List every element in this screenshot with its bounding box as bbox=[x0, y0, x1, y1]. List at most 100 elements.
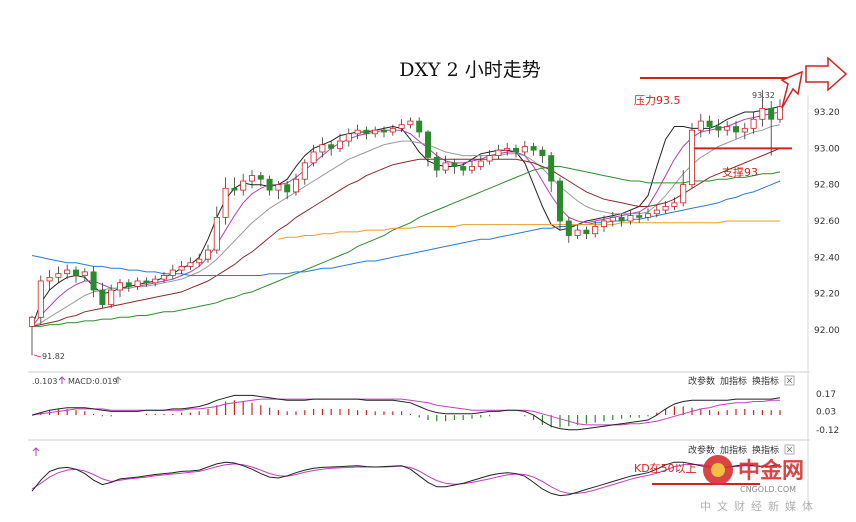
candlestick bbox=[724, 121, 731, 136]
kd-switch-indicator-button[interactable]: 换指标 bbox=[752, 444, 779, 456]
candlestick bbox=[548, 151, 555, 192]
macd-tick-label: 0.03 bbox=[816, 407, 836, 417]
candlestick bbox=[55, 266, 62, 283]
candlestick bbox=[292, 173, 299, 196]
candlestick bbox=[284, 181, 291, 200]
up-arrow-icon bbox=[32, 447, 40, 456]
candlestick bbox=[662, 201, 669, 214]
candlestick bbox=[618, 213, 625, 227]
watermark-brand: 中金网 bbox=[738, 458, 804, 484]
candlestick bbox=[125, 279, 132, 292]
candlestick bbox=[28, 315, 35, 356]
candlestick bbox=[108, 284, 115, 309]
macd-tick-label: -0.12 bbox=[816, 426, 839, 436]
up-arrow-icon bbox=[58, 376, 66, 384]
candlestick bbox=[345, 128, 352, 147]
price-tick-label: 92.20 bbox=[814, 290, 840, 300]
candlestick bbox=[160, 271, 167, 283]
cngold-logo-inner-icon bbox=[711, 463, 725, 477]
candlestick bbox=[583, 226, 590, 240]
macd-close-button[interactable] bbox=[784, 375, 795, 386]
kd-annotation: KD在50以上 bbox=[634, 462, 697, 475]
candlestick bbox=[248, 170, 255, 189]
candlestick bbox=[601, 215, 608, 232]
price-tick-label: 93.00 bbox=[814, 144, 840, 154]
candlestick bbox=[592, 221, 599, 238]
candlestick bbox=[363, 126, 370, 140]
watermark-tagline: 中文财经新媒体 bbox=[700, 499, 819, 513]
candlestick bbox=[117, 279, 124, 298]
candlestick bbox=[636, 211, 643, 223]
kd-edit-params-button[interactable]: 改参数 bbox=[688, 444, 715, 456]
candlestick bbox=[152, 275, 159, 287]
up-arrow-icon bbox=[114, 376, 122, 384]
candlestick bbox=[680, 170, 687, 207]
candlestick bbox=[609, 211, 616, 227]
candlestick bbox=[46, 270, 53, 291]
macd-switch-indicator-button[interactable]: 换指标 bbox=[752, 375, 779, 387]
resistance-label: 压力93.5 bbox=[634, 94, 681, 107]
price-tick-label: 93.20 bbox=[814, 108, 840, 118]
candlestick bbox=[777, 99, 784, 123]
kd-close-button[interactable] bbox=[784, 444, 795, 455]
candlestick bbox=[196, 253, 203, 267]
candlestick bbox=[416, 117, 423, 138]
moving-average-line bbox=[31, 106, 781, 327]
watermark-domain: CNGOLD.COM bbox=[740, 485, 796, 494]
candlestick bbox=[715, 119, 722, 138]
candlestick bbox=[222, 177, 229, 225]
candlestick bbox=[486, 150, 493, 165]
candlestick bbox=[310, 144, 317, 167]
candlestick bbox=[169, 264, 176, 280]
candlestick bbox=[372, 126, 379, 138]
candlestick bbox=[697, 113, 704, 138]
candlestick bbox=[565, 217, 572, 243]
high-price-label: 93.32 bbox=[752, 91, 775, 100]
candlestick bbox=[733, 121, 740, 140]
macd-tick-label: 0.17 bbox=[816, 390, 836, 400]
candlestick bbox=[574, 224, 581, 240]
candlestick bbox=[187, 257, 194, 271]
candlestick bbox=[73, 266, 80, 283]
candlestick bbox=[398, 119, 405, 132]
candlestick bbox=[671, 197, 678, 211]
price-tick-label: 92.80 bbox=[814, 181, 840, 191]
candlestick bbox=[530, 142, 537, 156]
price-tick-label: 92.40 bbox=[814, 253, 840, 263]
candlestick bbox=[741, 122, 748, 140]
macd-edit-params-button[interactable]: 改参数 bbox=[688, 375, 715, 387]
right-arrow-icon bbox=[805, 56, 848, 92]
macd-panel bbox=[31, 394, 781, 431]
candlestick bbox=[477, 155, 484, 171]
kd-add-indicator-button[interactable]: 加指标 bbox=[720, 444, 747, 456]
macd-add-indicator-button[interactable]: 加指标 bbox=[720, 375, 747, 387]
candlestick bbox=[143, 277, 150, 287]
macd-header-value: .0.103 bbox=[32, 377, 57, 386]
candlestick bbox=[266, 175, 273, 196]
candlestick bbox=[328, 141, 335, 156]
candlestick bbox=[495, 144, 502, 160]
candlestick bbox=[336, 133, 343, 152]
moving-average-line bbox=[278, 220, 780, 240]
candlestick bbox=[90, 266, 97, 298]
candlestick bbox=[99, 282, 106, 309]
price-tick-label: 92.00 bbox=[814, 326, 840, 336]
candlestick bbox=[627, 210, 634, 225]
candlestick bbox=[380, 126, 387, 138]
support-label: 支撑93 bbox=[722, 165, 758, 179]
candlestick bbox=[204, 244, 211, 263]
candlestick bbox=[759, 90, 766, 127]
low-price-label: 91.82 bbox=[42, 352, 65, 361]
kd-d-line bbox=[31, 463, 781, 494]
candlestick bbox=[706, 115, 713, 134]
candlesticks bbox=[28, 90, 784, 356]
kd-panel bbox=[31, 461, 781, 497]
candlestick bbox=[64, 264, 71, 280]
candlestick bbox=[389, 124, 396, 136]
candlestick bbox=[750, 112, 757, 134]
macd-header-label: MACD:0.019 bbox=[68, 377, 118, 386]
candlestick bbox=[240, 173, 247, 196]
candlestick bbox=[460, 162, 467, 176]
candlestick bbox=[504, 142, 511, 156]
